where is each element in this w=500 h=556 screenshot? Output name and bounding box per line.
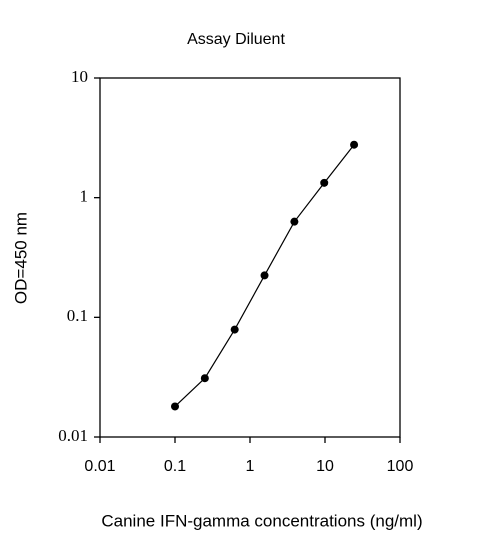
x-axis-label: Canine IFN-gamma concentrations (ng/ml): [101, 511, 422, 530]
x-tick-label: 0.01: [84, 458, 115, 475]
data-point: [290, 217, 299, 226]
y-axis-label: OD=450 nm: [11, 212, 30, 304]
data-point: [260, 271, 269, 280]
x-tick-label: 1: [246, 458, 255, 475]
x-tick-label: 0.1: [164, 458, 186, 475]
data-point: [171, 402, 179, 411]
data-point: [230, 325, 239, 334]
y-tick-label: 0.1: [67, 306, 88, 325]
x-tick-label: 100: [387, 458, 414, 475]
x-tick-label: 10: [316, 458, 334, 475]
data-point: [350, 140, 359, 149]
plot-frame: [99, 77, 401, 438]
y-tick-label: 1: [80, 187, 89, 206]
data-point: [200, 374, 209, 383]
data-point: [320, 178, 329, 187]
y-tick-label: 0.01: [58, 426, 88, 445]
chart-title: Assay Diluent: [187, 31, 285, 48]
y-tick-label: 10: [71, 67, 88, 86]
